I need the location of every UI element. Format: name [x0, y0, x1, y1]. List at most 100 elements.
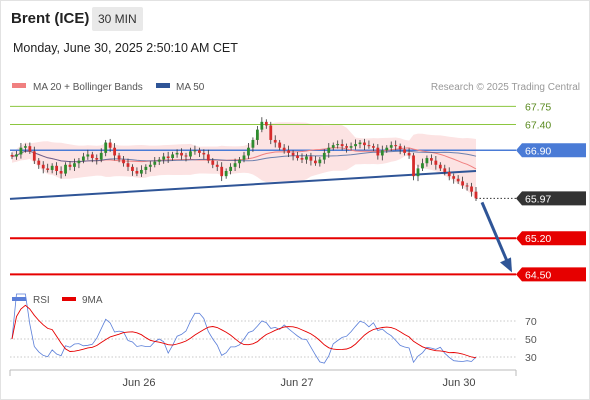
candle-body [37, 160, 41, 165]
candle-body [429, 158, 433, 161]
candle-body [380, 150, 384, 156]
candle-body [273, 139, 277, 143]
legend-label-rsi: RSI [33, 295, 50, 306]
legend-swatch-ma50 [156, 83, 170, 88]
resistance-label: 67.40 [525, 119, 551, 131]
rsi-tick-label: 70 [525, 316, 537, 328]
candle-body [456, 178, 460, 182]
candle-body [336, 144, 340, 146]
x-tick-label: Jun 30 [442, 377, 475, 389]
candle-body [215, 164, 219, 167]
candle-body [15, 154, 18, 157]
legend-swatch-ma20 [12, 83, 26, 88]
candle-body [318, 159, 322, 164]
candle-body [126, 163, 130, 167]
candle-body [251, 139, 255, 148]
candle-body [394, 145, 398, 147]
candle-body [77, 160, 81, 164]
candle-body [104, 142, 108, 153]
rsi-tick-label: 30 [525, 352, 537, 364]
candle-body [108, 142, 112, 148]
x-tick-label: Jun 27 [280, 377, 313, 389]
header: Brent (ICE) 30 MIN [0, 0, 590, 36]
candle-body [46, 168, 50, 170]
candle-body [162, 156, 166, 160]
rsi-ma-line [11, 304, 477, 359]
candle-body [412, 155, 415, 177]
candle-body [86, 154, 90, 157]
candle-body [340, 144, 344, 147]
candle-body [81, 156, 85, 161]
candle-body [296, 155, 299, 159]
candle-body [189, 151, 192, 157]
candle-body [193, 150, 197, 152]
candle-body [247, 147, 250, 156]
candle-body [363, 142, 366, 146]
candle-body [220, 166, 224, 177]
candle-body [447, 172, 451, 177]
pivot-tag [516, 143, 586, 158]
candle-body [358, 142, 362, 145]
legend-label-9ma: 9MA [82, 295, 103, 306]
candle-body [242, 155, 246, 160]
legend-label-ma50: MA 50 [176, 82, 205, 93]
candle-body [421, 163, 424, 169]
candle-body [389, 145, 393, 148]
legend-swatch-9ma [62, 297, 76, 301]
rsi-tick-label: 50 [525, 334, 537, 346]
candle-body [287, 150, 291, 153]
candle-body [416, 168, 420, 177]
timeframe-button[interactable]: 30 MIN [92, 7, 143, 31]
support-label: 65.20 [525, 233, 551, 245]
candle-body [184, 155, 188, 157]
candle-body [322, 152, 326, 160]
candle-body [345, 146, 349, 148]
candle-body [171, 154, 175, 159]
candle-body [41, 164, 45, 169]
candle-body [269, 125, 273, 140]
legend-swatch-rsi [12, 297, 26, 301]
candle-body [23, 146, 27, 148]
candle-body [255, 129, 259, 140]
projection-arrow-head [500, 257, 512, 273]
candle-body [438, 164, 442, 169]
trendline [9, 169, 477, 200]
candle-body [331, 145, 335, 148]
candle-body [233, 163, 237, 167]
candle-body [278, 142, 282, 148]
rsi-panel: 70 50 30 [10, 293, 537, 364]
candle-body [202, 152, 206, 155]
candle-body [264, 121, 268, 126]
candle-body [59, 170, 63, 174]
candle-body [443, 168, 447, 173]
candle-body [291, 152, 295, 156]
candle-body [73, 163, 76, 167]
candle-body [349, 146, 353, 148]
candle-body [10, 154, 14, 157]
candle-body [434, 160, 438, 165]
candle-body [175, 152, 179, 155]
candle-body [385, 147, 389, 151]
candle-body [122, 159, 125, 164]
candle-body [224, 170, 228, 177]
candle-body [153, 161, 157, 165]
last-price-label: 65.97 [525, 193, 551, 205]
copyright-text: Research © 2025 Trading Central [431, 82, 580, 93]
candle-body [50, 165, 54, 170]
price-levels: 67.75 67.40 66.90 65.97 65.20 64.50 [10, 101, 586, 282]
candle-body [95, 158, 99, 160]
pivot-label: 66.90 [525, 145, 551, 157]
candle-body [157, 159, 161, 162]
candle-body [260, 121, 264, 130]
candle-body [131, 166, 134, 171]
timestamp: Monday, June 30, 2025 2:50:10 AM CET [13, 41, 238, 55]
support-tag [516, 231, 586, 246]
candle-body [148, 164, 152, 167]
candle-body [28, 146, 32, 152]
candle-body [206, 154, 210, 161]
candle-body [371, 146, 375, 148]
candle-body [305, 156, 308, 160]
candle-body [19, 147, 23, 155]
candle-body [135, 170, 139, 174]
